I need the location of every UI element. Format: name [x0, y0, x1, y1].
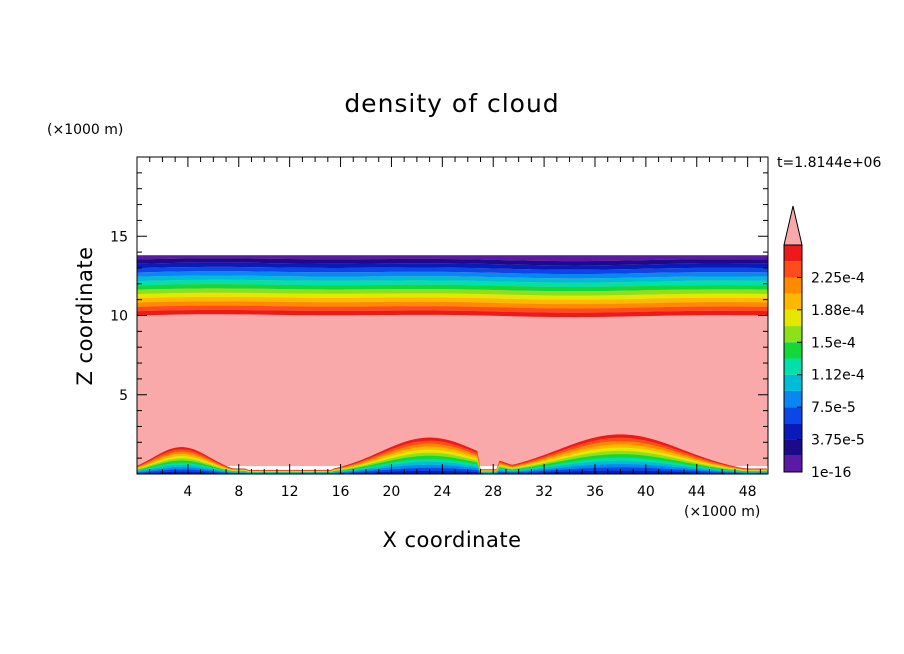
time-label: t=1.8144e+06 — [777, 155, 881, 171]
x-tick-label: 32 — [535, 484, 553, 500]
cloud-top-layer-8 — [137, 288, 768, 296]
cloud-top-layer-0 — [137, 255, 768, 262]
cloud-top-layer-7 — [137, 284, 768, 292]
colorbar-tick-label: 3.75e-5 — [811, 433, 865, 449]
colorbar-tick-label: 1e-16 — [811, 465, 851, 481]
cloud-top-layer-9 — [137, 292, 768, 300]
colorbar-segment-13 — [784, 245, 802, 262]
cloud-top-layer-10 — [137, 297, 768, 305]
x-tick-label: 24 — [433, 484, 451, 500]
colorbar-segment-5 — [784, 374, 802, 391]
cloud-top-layer-12 — [137, 305, 768, 313]
cloud-top-layer-2 — [137, 262, 768, 270]
colorbar-frame — [783, 244, 803, 473]
cloud-top-layer-11 — [137, 301, 768, 309]
cloud-top-layer-5 — [137, 275, 768, 283]
colorbar-segment-2 — [784, 423, 802, 440]
y-unit-label: (×1000 m) — [47, 122, 123, 138]
colorbar-tick-label: 1.12e-4 — [811, 368, 865, 384]
chart-title: density of cloud — [344, 89, 559, 118]
colorbar-segment-4 — [784, 390, 802, 408]
colorbar-segment-11 — [784, 277, 802, 294]
cloud-top-layer-3 — [137, 266, 768, 275]
x-tick-label: 8 — [234, 484, 243, 500]
colorbar-tick-label: 1.5e-4 — [811, 335, 856, 351]
colorbar-segment-3 — [784, 407, 802, 424]
x-tick-label: 12 — [281, 484, 299, 500]
x-unit-label: (×1000 m) — [684, 504, 760, 520]
heatmap-field — [137, 255, 768, 474]
x-tick-label: 40 — [637, 484, 655, 500]
colorbar-segment-12 — [784, 261, 802, 278]
colorbar-tick-label: 2.25e-4 — [811, 270, 865, 286]
x-tick-label: 16 — [332, 484, 350, 500]
x-tick-label: 44 — [688, 484, 706, 500]
cloud-top-layer-4 — [137, 271, 768, 279]
colorbar-tick-label: 1.88e-4 — [811, 303, 865, 319]
colorbar-tick-label: 7.5e-5 — [811, 400, 856, 416]
colorbar-segment-7 — [784, 342, 802, 359]
y-axis-label: Z coordinate — [73, 246, 97, 385]
x-axis: 4 8 12 16 20 24 28 32 36 40 44 48 — [149, 157, 761, 500]
cloud-top-layer-13 — [137, 309, 768, 318]
x-tick-label: 20 — [383, 484, 401, 500]
y-tick-label: 5 — [119, 388, 128, 404]
colorbar-extend-max — [783, 205, 803, 246]
colorbar-segment-10 — [784, 293, 802, 310]
surface-layer-11 — [137, 470, 768, 474]
x-tick-label: 4 — [183, 484, 192, 500]
colorbar-segment-6 — [784, 358, 802, 375]
x-tick-label: 28 — [484, 484, 502, 500]
x-axis-label: X coordinate — [382, 528, 521, 552]
cloud-top-layer-6 — [137, 279, 768, 287]
colorbar-segment-8 — [784, 326, 802, 343]
y-tick-label: 10 — [110, 309, 128, 325]
x-tick-label: 36 — [586, 484, 604, 500]
cloud-top-layer-1 — [137, 258, 768, 266]
colorbar: 1e-16 3.75e-5 7.5e-5 1.12e-4 1.5e-4 1.88e-4 2.… — [783, 205, 865, 481]
x-tick-label: 48 — [739, 484, 757, 500]
colorbar-segment-0 — [784, 455, 802, 472]
y-axis: 5 10 15 — [110, 172, 768, 459]
colorbar-segment-1 — [784, 439, 802, 456]
colorbar-segment-9 — [784, 309, 802, 327]
y-tick-label: 15 — [110, 229, 128, 245]
